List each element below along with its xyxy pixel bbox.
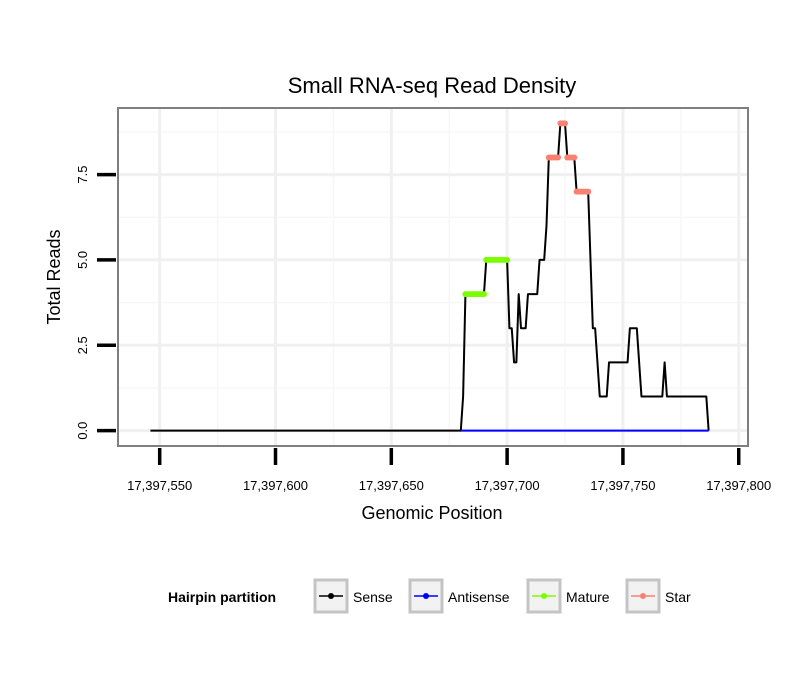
y-axis-title: Total Reads (44, 229, 64, 324)
point-mature (504, 256, 511, 263)
legend-label-antisense: Antisense (448, 589, 510, 605)
point-star (571, 154, 578, 161)
y-tick-label: 0.0 (75, 422, 90, 440)
legend-label-mature: Mature (566, 589, 610, 605)
point-star (562, 120, 569, 127)
y-axis: 0.0 2.5 5.0 7.5 (75, 166, 116, 440)
x-axis-title: Genomic Position (361, 503, 502, 523)
legend: Hairpin partition Sense Antisense Mature St… (168, 578, 691, 614)
legend-item-star: Star (625, 578, 691, 614)
point-star (555, 154, 562, 161)
point-mature (480, 291, 487, 298)
y-tick-label: 2.5 (75, 336, 90, 354)
legend-label-star: Star (665, 589, 691, 605)
legend-key-point (640, 593, 646, 599)
chart-title: Small RNA-seq Read Density (288, 73, 577, 98)
legend-entries: Sense Antisense Mature Star (313, 578, 691, 614)
legend-item-mature: Mature (526, 578, 610, 614)
grid-minor (118, 108, 748, 446)
x-tick-label: 17,397,550 (127, 478, 192, 493)
y-tick-label: 5.0 (75, 251, 90, 269)
legend-key-point (541, 593, 547, 599)
legend-item-antisense: Antisense (408, 578, 510, 614)
x-tick-label: 17,397,600 (243, 478, 308, 493)
legend-title: Hairpin partition (168, 589, 276, 605)
plot-background (118, 108, 748, 446)
x-tick-label: 17,397,800 (706, 478, 771, 493)
x-axis: 17,397,550 17,397,600 17,397,650 17,397,700… (127, 448, 771, 493)
plot-panel (117, 107, 749, 447)
x-tick-label: 17,397,700 (475, 478, 540, 493)
x-tick-label: 17,397,750 (590, 478, 655, 493)
legend-item-sense: Sense (313, 578, 393, 614)
y-tick-label: 7.5 (75, 166, 90, 184)
plot-border (117, 107, 749, 447)
x-tick-label: 17,397,650 (359, 478, 424, 493)
legend-label-sense: Sense (353, 589, 393, 605)
series-layer (150, 120, 710, 432)
legend-key-point (423, 593, 429, 599)
legend-key-point (328, 593, 334, 599)
point-star (585, 188, 592, 195)
